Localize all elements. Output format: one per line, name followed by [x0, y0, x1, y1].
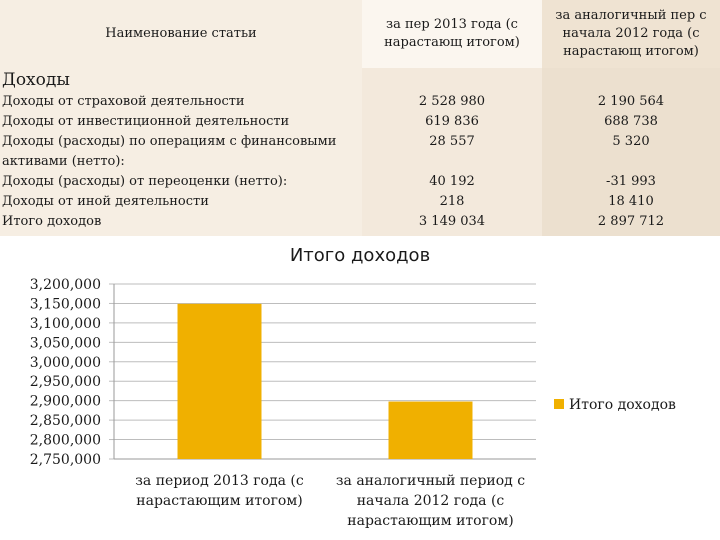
y-tick-label: 3,050,000: [30, 335, 101, 351]
table-row: Доходы от страховой деятельности 2 528 9…: [0, 92, 720, 111]
row-value-2012: 2 190 564: [597, 94, 665, 109]
row-value-2012: 18 410: [608, 194, 654, 209]
row-label: Доходы от страховой деятельности: [2, 94, 245, 109]
chart-title: Итого доходов: [289, 245, 431, 266]
column-band-2013: [362, 68, 542, 236]
header-name: Наименование статьи: [105, 26, 257, 41]
table-row: Доходы от иной деятельности 218 18 410: [0, 192, 720, 211]
row-value-2013: 40 192: [429, 174, 475, 189]
y-tick-label: 3,200,000: [30, 277, 101, 293]
row-value-2012: 5 320: [612, 134, 650, 149]
income-bar-chart: 3,200,000 3,150,000 3,100,000 3,050,000 3,00…: [30, 277, 676, 529]
y-tick-label: 3,100,000: [30, 316, 101, 332]
legend-label: Итого доходов: [569, 397, 676, 413]
column-band-2012: [542, 68, 720, 236]
row-value-2013: 28 557: [429, 134, 475, 149]
table-row: Доходы от инвестиционной деятельности 61…: [0, 112, 720, 131]
x-tick-label: начала 2012 года (с: [357, 493, 505, 509]
row-label: Доходы (расходы) по операциям с финансов…: [2, 134, 337, 149]
table-header: Наименование статьи за пер 2013 года (с …: [0, 0, 720, 68]
table-row: Итого доходов 3 149 034 2 897 712: [0, 212, 720, 231]
row-value-2012: 688 738: [604, 114, 658, 129]
row-value-2013: 2 528 980: [418, 94, 486, 109]
header-period-2013: за пер 2013 года (с нарастающ итогом): [362, 0, 542, 68]
y-tick-label: 2,900,000: [30, 394, 101, 410]
row-value-2013: 218: [439, 194, 465, 209]
section-title: Доходы: [2, 70, 70, 90]
row-value-2012: -31 993: [606, 174, 656, 189]
bar: [177, 303, 262, 459]
y-tick-label: 2,800,000: [30, 433, 101, 449]
row-label: Доходы от инвестиционной деятельности: [2, 114, 290, 129]
row-value-2013: 3 149 034: [418, 214, 486, 229]
row-value-2012: 2 897 712: [597, 214, 665, 229]
y-tick-label: 3,000,000: [30, 355, 101, 371]
x-tick-label: за аналогичный период с: [336, 473, 525, 489]
x-tick-label: за период 2013 года (с: [135, 473, 304, 489]
y-tick-label: 2,750,000: [30, 452, 101, 468]
table-row: Доходы (расходы) по операциям с финансов…: [0, 132, 720, 151]
table-row: Доходы (расходы) от переоценки (нетто): …: [0, 172, 720, 191]
row-value-2013: 619 836: [425, 114, 479, 129]
y-tick-label: 2,850,000: [30, 413, 101, 429]
income-table: Наименование статьи за пер 2013 года (с …: [0, 0, 720, 236]
row-label: Доходы (расходы) от переоценки (нетто):: [2, 174, 288, 189]
row-label: Доходы от иной деятельности: [2, 194, 209, 209]
x-tick-label: нарастающим итогом): [136, 493, 302, 509]
header-period-2012: за аналогичный пер с начала 2012 года (с…: [542, 0, 720, 68]
y-tick-label: 3,150,000: [30, 296, 101, 312]
x-tick-label: нарастающим итогом): [347, 513, 513, 529]
y-tick-label: 2,950,000: [30, 374, 101, 390]
row-label: активами (нетто):: [2, 154, 125, 169]
row-label: Итого доходов: [2, 214, 102, 229]
legend-swatch: [554, 399, 564, 409]
table-row: активами (нетто):: [0, 152, 720, 171]
bar: [388, 401, 473, 459]
